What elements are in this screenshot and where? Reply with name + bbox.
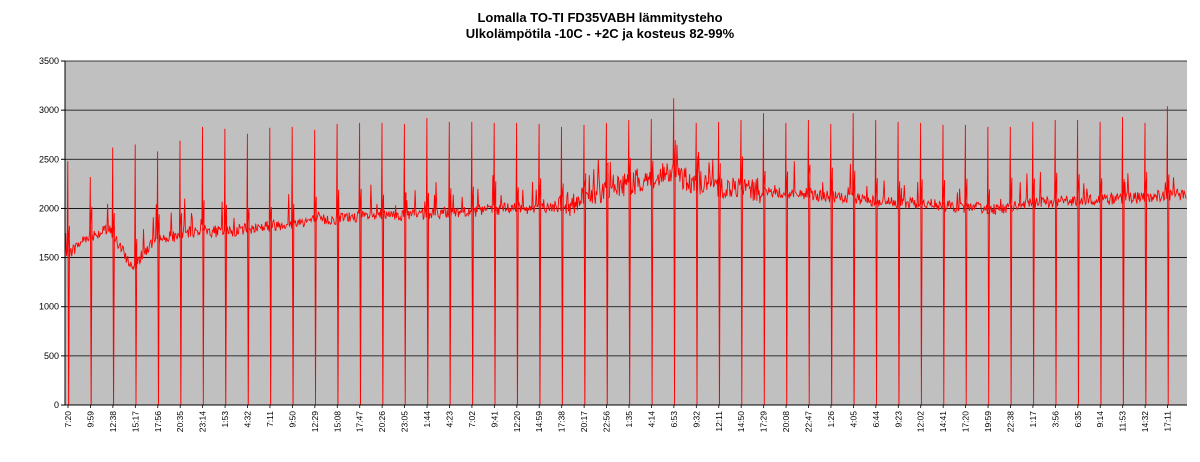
x-tick-label-34: 1:26: [826, 411, 836, 428]
y-tick-label-1500: 1500: [39, 253, 59, 263]
x-tick-label-42: 22:38: [1005, 411, 1015, 433]
x-tick-label-48: 14:32: [1140, 411, 1150, 433]
x-tick-label-44: 3:56: [1050, 411, 1060, 428]
y-tick-label-500: 500: [44, 351, 59, 361]
chart-title: Lomalla TO-TI FD35VABH lämmitysteho: [477, 10, 723, 25]
x-tick-label-43: 1:17: [1028, 411, 1038, 428]
chart-title-block: Lomalla TO-TI FD35VABH lämmitysteho Ulko…: [0, 10, 1200, 42]
x-tick-label-15: 23:05: [400, 411, 410, 433]
x-axis-ticks: 7:20 9:59 12:38 15:17 17:56 20:35 23:14 1:53 4:3…: [63, 405, 1173, 432]
x-tick-label-32: 20:08: [781, 411, 791, 433]
x-tick-label-30: 14:50: [736, 411, 746, 433]
series-line-lammitysteho: [64, 98, 1187, 406]
x-tick-label-35: 4:05: [848, 411, 858, 428]
axes-group: [64, 61, 1187, 406]
x-tick-label-25: 1:35: [624, 411, 634, 428]
y-axis-ticks: 0 500 1000 1500 2000 2500 3000 3500: [39, 56, 65, 410]
x-tick-label-29: 12:11: [714, 411, 724, 432]
y-tick-label-0: 0: [54, 400, 59, 410]
x-tick-label-18: 7:02: [467, 411, 477, 428]
x-tick-label-5: 20:35: [175, 411, 185, 433]
y-tick-label-3000: 3000: [39, 105, 59, 115]
x-tick-label-26: 4:14: [646, 411, 656, 428]
x-tick-label-23: 20:17: [579, 411, 589, 433]
x-tick-label-37: 9:23: [893, 411, 903, 428]
x-tick-label-46: 9:14: [1095, 411, 1105, 428]
x-tick-label-45: 6:35: [1073, 411, 1083, 428]
x-tick-label-49: 17:11: [1163, 411, 1173, 432]
x-tick-label-33: 22:47: [804, 411, 814, 433]
x-tick-label-16: 1:44: [422, 411, 432, 428]
x-tick-label-10: 9:50: [287, 411, 297, 428]
x-tick-label-20: 12:20: [512, 411, 522, 433]
x-tick-label-6: 23:14: [198, 411, 208, 433]
x-tick-label-9: 7:11: [265, 411, 275, 427]
y-tick-label-2000: 2000: [39, 203, 59, 213]
x-tick-label-0: 7:20: [63, 411, 73, 428]
x-tick-label-14: 20:26: [377, 411, 387, 433]
x-tick-label-38: 12:02: [916, 411, 926, 433]
x-tick-label-4: 17:56: [153, 411, 163, 433]
x-tick-label-11: 12:29: [310, 411, 320, 433]
x-tick-label-13: 17:47: [355, 411, 365, 433]
y-tick-label-3500: 3500: [39, 56, 59, 66]
x-tick-label-19: 9:41: [489, 411, 499, 428]
series-group: [64, 98, 1187, 406]
chart-subtitle: Ulkolämpötila -10C - +2C ja kosteus 82-9…: [465, 26, 735, 41]
x-tick-label-31: 17:29: [759, 411, 769, 433]
x-tick-label-28: 9:32: [691, 411, 701, 428]
x-tick-label-2: 12:38: [108, 411, 118, 433]
y-tick-label-1000: 1000: [39, 302, 59, 312]
plot-area: [65, 61, 1187, 405]
x-tick-label-24: 22:56: [602, 411, 612, 433]
x-tick-label-8: 4:32: [243, 411, 253, 428]
x-tick-label-27: 6:53: [669, 411, 679, 428]
x-tick-label-22: 17:38: [557, 411, 567, 433]
x-tick-label-3: 15:17: [130, 411, 140, 433]
y-tick-label-2500: 2500: [39, 154, 59, 164]
x-tick-label-1: 9:59: [85, 411, 95, 428]
x-tick-label-21: 14:59: [534, 411, 544, 433]
x-tick-label-36: 6:44: [871, 411, 881, 428]
x-tick-label-7: 1:53: [220, 411, 230, 428]
x-tick-label-39: 14:41: [938, 411, 948, 433]
x-tick-label-41: 19:59: [983, 411, 993, 433]
x-tick-label-12: 15:08: [332, 411, 342, 433]
x-tick-label-17: 4:23: [444, 411, 454, 428]
x-tick-label-40: 17:20: [961, 411, 971, 433]
x-tick-label-47: 11:53: [1118, 411, 1128, 432]
